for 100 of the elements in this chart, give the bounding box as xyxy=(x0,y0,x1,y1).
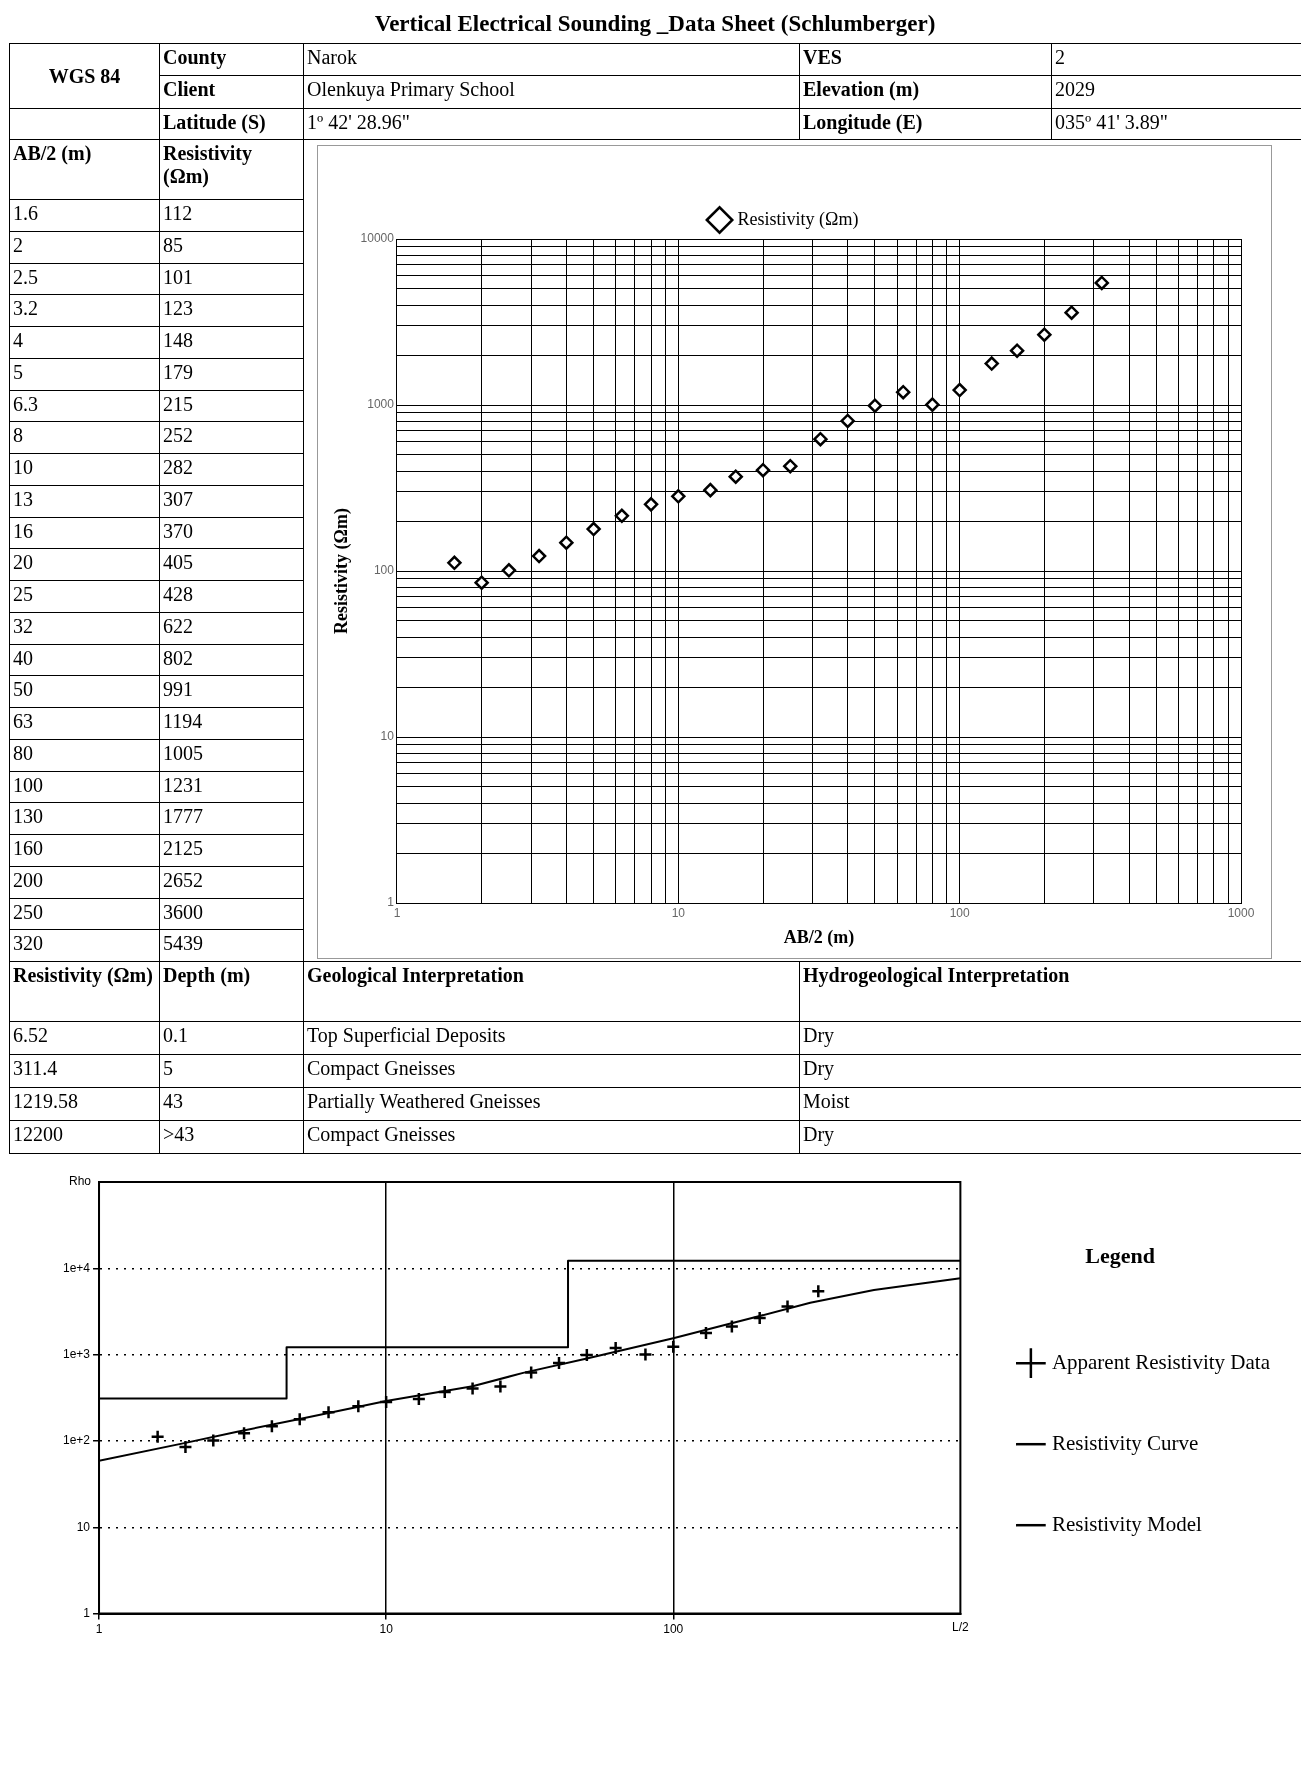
x-tick-label: 1 xyxy=(95,1622,103,1637)
text: Client xyxy=(159,75,304,109)
y-tick-label: 10 xyxy=(380,729,395,744)
y-tick-label: 1e+2 xyxy=(63,1433,91,1448)
text: 2652 xyxy=(159,865,304,899)
point xyxy=(586,521,601,537)
point xyxy=(493,1379,508,1394)
text: VES xyxy=(799,43,1052,76)
text: 101 xyxy=(159,262,304,296)
text: 215 xyxy=(159,389,304,423)
point xyxy=(531,548,547,564)
text: Dry xyxy=(799,1021,1301,1055)
point xyxy=(811,1283,826,1299)
point xyxy=(643,497,659,512)
text: 130 xyxy=(9,802,160,835)
point xyxy=(1009,343,1025,358)
point xyxy=(752,1310,767,1326)
x-tick-label: 1000 xyxy=(1227,905,1255,920)
point xyxy=(867,398,883,413)
point xyxy=(952,382,967,398)
x-tick-label: 10 xyxy=(671,905,686,920)
point xyxy=(474,575,489,590)
text: Compact Gneisses xyxy=(303,1120,800,1154)
text: 6.52 xyxy=(9,1021,160,1055)
text: 320 xyxy=(9,929,160,962)
text: 1005 xyxy=(159,738,304,772)
text: 40 xyxy=(9,643,160,677)
point xyxy=(236,1425,252,1441)
point xyxy=(292,1411,307,1427)
chart-title: Vertical Electrical Sounding _Data Sheet (Schlumberger) xyxy=(373,11,937,37)
text: Longitude (E) xyxy=(799,108,1052,140)
point xyxy=(608,1340,623,1356)
point xyxy=(465,1381,480,1396)
legend-label: Resistivity Curve xyxy=(1051,1430,1199,1455)
text: 148 xyxy=(159,326,304,359)
y-tick-label: 100 xyxy=(373,563,395,578)
point xyxy=(523,1365,539,1380)
text: 250 xyxy=(9,897,160,931)
text: 3.2 xyxy=(9,294,160,327)
point xyxy=(378,1394,394,1410)
text: 2029 xyxy=(1051,75,1301,109)
x-tick-label: 100 xyxy=(949,905,970,920)
legend-label: Apparent Resistivity Data xyxy=(1051,1349,1271,1374)
point xyxy=(813,431,828,447)
text: Hydrogeological Interpretation xyxy=(799,961,1301,1022)
text: 1777 xyxy=(159,802,304,835)
text: 1194 xyxy=(159,707,304,740)
text: 035º 41' 3.89" xyxy=(1051,108,1301,140)
x-axis-title: L/2 xyxy=(952,1619,970,1634)
point xyxy=(178,1439,193,1455)
y-tick-label: 1 xyxy=(83,1605,91,1620)
text: 1219.58 xyxy=(9,1087,160,1121)
point xyxy=(351,1399,366,1414)
y-tick-label: 1e+3 xyxy=(63,1346,91,1361)
point xyxy=(614,508,630,524)
text: 13 xyxy=(9,484,160,518)
point xyxy=(755,462,771,478)
text: 2125 xyxy=(159,834,304,867)
text: 63 xyxy=(9,707,160,740)
text: 622 xyxy=(159,611,304,645)
y-tick-label: 10000 xyxy=(360,231,395,246)
text: 252 xyxy=(159,421,304,454)
text: 16 xyxy=(9,516,160,550)
text: 6.3 xyxy=(9,389,160,423)
y-tick-label: 10 xyxy=(76,1519,91,1534)
point xyxy=(895,384,911,400)
text: 2 xyxy=(9,230,160,264)
text: Latitude (S) xyxy=(159,108,304,140)
y-axis-title: Resistivity (Ωm) xyxy=(331,508,353,634)
point xyxy=(501,563,517,578)
text: 5439 xyxy=(159,929,304,962)
text: 123 xyxy=(159,294,304,327)
point xyxy=(724,1319,740,1334)
text: Dry xyxy=(799,1120,1301,1154)
point xyxy=(925,397,940,412)
text: 802 xyxy=(159,643,304,677)
point xyxy=(321,1405,336,1420)
point xyxy=(437,1384,452,1400)
point xyxy=(780,1299,795,1314)
legend-title: Legend xyxy=(1085,1242,1156,1268)
text: Dry xyxy=(799,1054,1301,1088)
text: 5 xyxy=(9,357,160,391)
text: Compact Gneisses xyxy=(303,1054,800,1088)
text: AB/2 (m) xyxy=(9,139,160,200)
legend-label: Resistivity (Ωm) xyxy=(737,208,859,230)
text: Resistivity (Ωm) xyxy=(159,139,304,200)
point xyxy=(1064,305,1079,320)
text: 20 xyxy=(9,548,160,581)
y-tick-label: 1e+4 xyxy=(63,1260,91,1275)
text: Geological Interpretation xyxy=(303,961,800,1022)
text: 2.5 xyxy=(9,262,160,296)
text: 80 xyxy=(9,738,160,772)
text: 282 xyxy=(159,453,304,486)
text: WGS 84 xyxy=(9,43,160,109)
x-axis-title: AB/2 (m) xyxy=(783,926,855,948)
text: 112 xyxy=(159,199,304,232)
text: 311.4 xyxy=(9,1054,160,1088)
text: 307 xyxy=(159,484,304,518)
y-tick-label: 1 xyxy=(387,895,395,910)
text: 50 xyxy=(9,675,160,708)
